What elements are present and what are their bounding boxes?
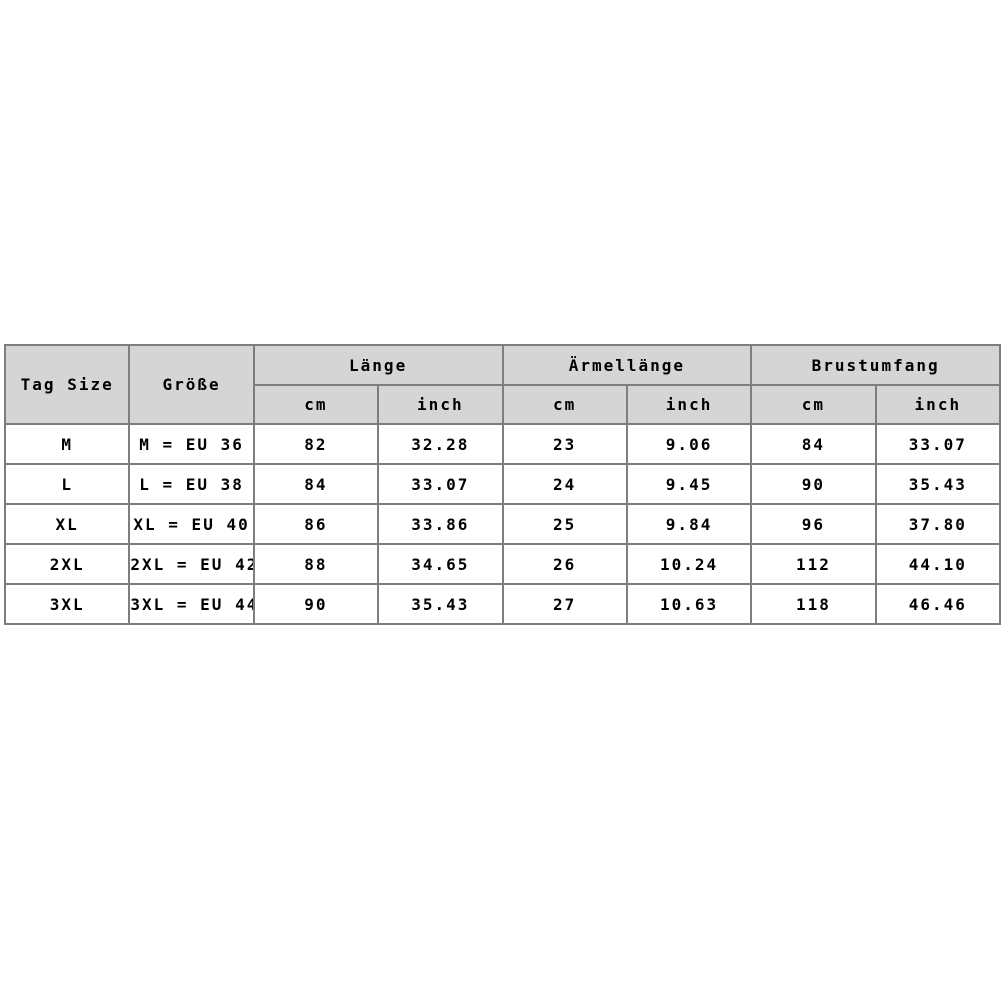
header-brustumfang-cm: cm: [750, 384, 877, 425]
cell-groesse: 3XL = EU 44: [128, 583, 255, 625]
header-unit-row: cm inch cm inch cm inch: [5, 384, 1002, 425]
cell-brustumfang-inch: 35.43: [874, 463, 1002, 505]
cell-aermellaenge-cm: 23: [501, 423, 628, 465]
cell-brustumfang-cm: 90: [750, 463, 877, 505]
cell-brustumfang-inch: 33.07: [874, 423, 1002, 465]
cell-tag-size: L: [3, 463, 131, 505]
header-brustumfang: Brustumfang: [750, 344, 1001, 386]
table-row-m: M M = EU 36 82 32.28 23 9.06 84 33.07: [3, 423, 1002, 465]
cell-laenge-inch: 33.07: [377, 463, 504, 505]
cell-aermellaenge-cm: 25: [501, 503, 628, 545]
table-row-2xl: 2XL 2XL = EU 42 88 34.65 26 10.24 112 44…: [3, 543, 1002, 585]
cell-laenge-cm: 86: [252, 503, 380, 545]
cell-tag-size: 2XL: [3, 543, 131, 585]
cell-brustumfang-cm: 96: [750, 503, 877, 545]
cell-laenge-inch: 33.86: [377, 503, 504, 545]
cell-brustumfang-cm: 112: [750, 543, 877, 585]
cell-brustumfang-inch: 37.80: [874, 503, 1002, 545]
header-groesse: Größe: [128, 344, 255, 425]
header-group-row: Tag Size Größe Länge Ärmellänge Brustumf…: [3, 344, 1001, 425]
header-aermellaenge-cm: cm: [501, 384, 628, 425]
header-tag-size: Tag Size: [3, 344, 131, 425]
cell-aermellaenge-inch: 9.45: [625, 463, 753, 505]
cell-groesse: XL = EU 40: [128, 503, 255, 545]
header-laenge: Länge: [252, 344, 504, 386]
cell-laenge-inch: 34.65: [377, 543, 504, 585]
cell-brustumfang-inch: 46.46: [874, 583, 1002, 625]
cell-aermellaenge-inch: 10.24: [625, 543, 753, 585]
table-body: M M = EU 36 82 32.28 23 9.06 84 33.07 L …: [3, 423, 1002, 625]
cell-groesse: L = EU 38: [128, 463, 255, 505]
cell-aermellaenge-cm: 27: [501, 583, 628, 625]
cell-groesse: 2XL = EU 42: [128, 543, 255, 585]
cell-aermellaenge-inch: 9.06: [625, 423, 753, 465]
cell-laenge-inch: 35.43: [377, 583, 504, 625]
cell-aermellaenge-cm: 24: [501, 463, 628, 505]
cell-brustumfang-inch: 44.10: [874, 543, 1002, 585]
header-laenge-inch: inch: [377, 384, 504, 425]
cell-laenge-inch: 32.28: [377, 423, 504, 465]
size-chart-table: Tag Size Größe Länge Ärmellänge Brustumf…: [3, 344, 1002, 625]
header-laenge-cm: cm: [252, 384, 380, 425]
cell-brustumfang-cm: 118: [750, 583, 877, 625]
cell-groesse: M = EU 36: [128, 423, 255, 465]
table-row-xl: XL XL = EU 40 86 33.86 25 9.84 96 37.80: [3, 503, 1002, 545]
table-header: Tag Size Größe Länge Ärmellänge Brustumf…: [3, 344, 1002, 425]
cell-tag-size: M: [3, 423, 131, 465]
cell-brustumfang-cm: 84: [750, 423, 877, 465]
cell-aermellaenge-cm: 26: [501, 543, 628, 585]
cell-aermellaenge-inch: 10.63: [625, 583, 753, 625]
cell-laenge-cm: 82: [252, 423, 380, 465]
cell-tag-size: XL: [3, 503, 131, 545]
header-aermellaenge-inch: inch: [625, 384, 753, 425]
cell-laenge-cm: 90: [252, 583, 380, 625]
cell-aermellaenge-inch: 9.84: [625, 503, 753, 545]
header-aermellaenge: Ärmellänge: [501, 344, 753, 386]
table-row-3xl: 3XL 3XL = EU 44 90 35.43 27 10.63 118 46…: [3, 583, 1002, 625]
cell-tag-size: 3XL: [3, 583, 131, 625]
table-row-l: L L = EU 38 84 33.07 24 9.45 90 35.43: [3, 463, 1002, 505]
cell-laenge-cm: 84: [252, 463, 380, 505]
header-brustumfang-inch: inch: [874, 384, 1002, 425]
cell-laenge-cm: 88: [252, 543, 380, 585]
